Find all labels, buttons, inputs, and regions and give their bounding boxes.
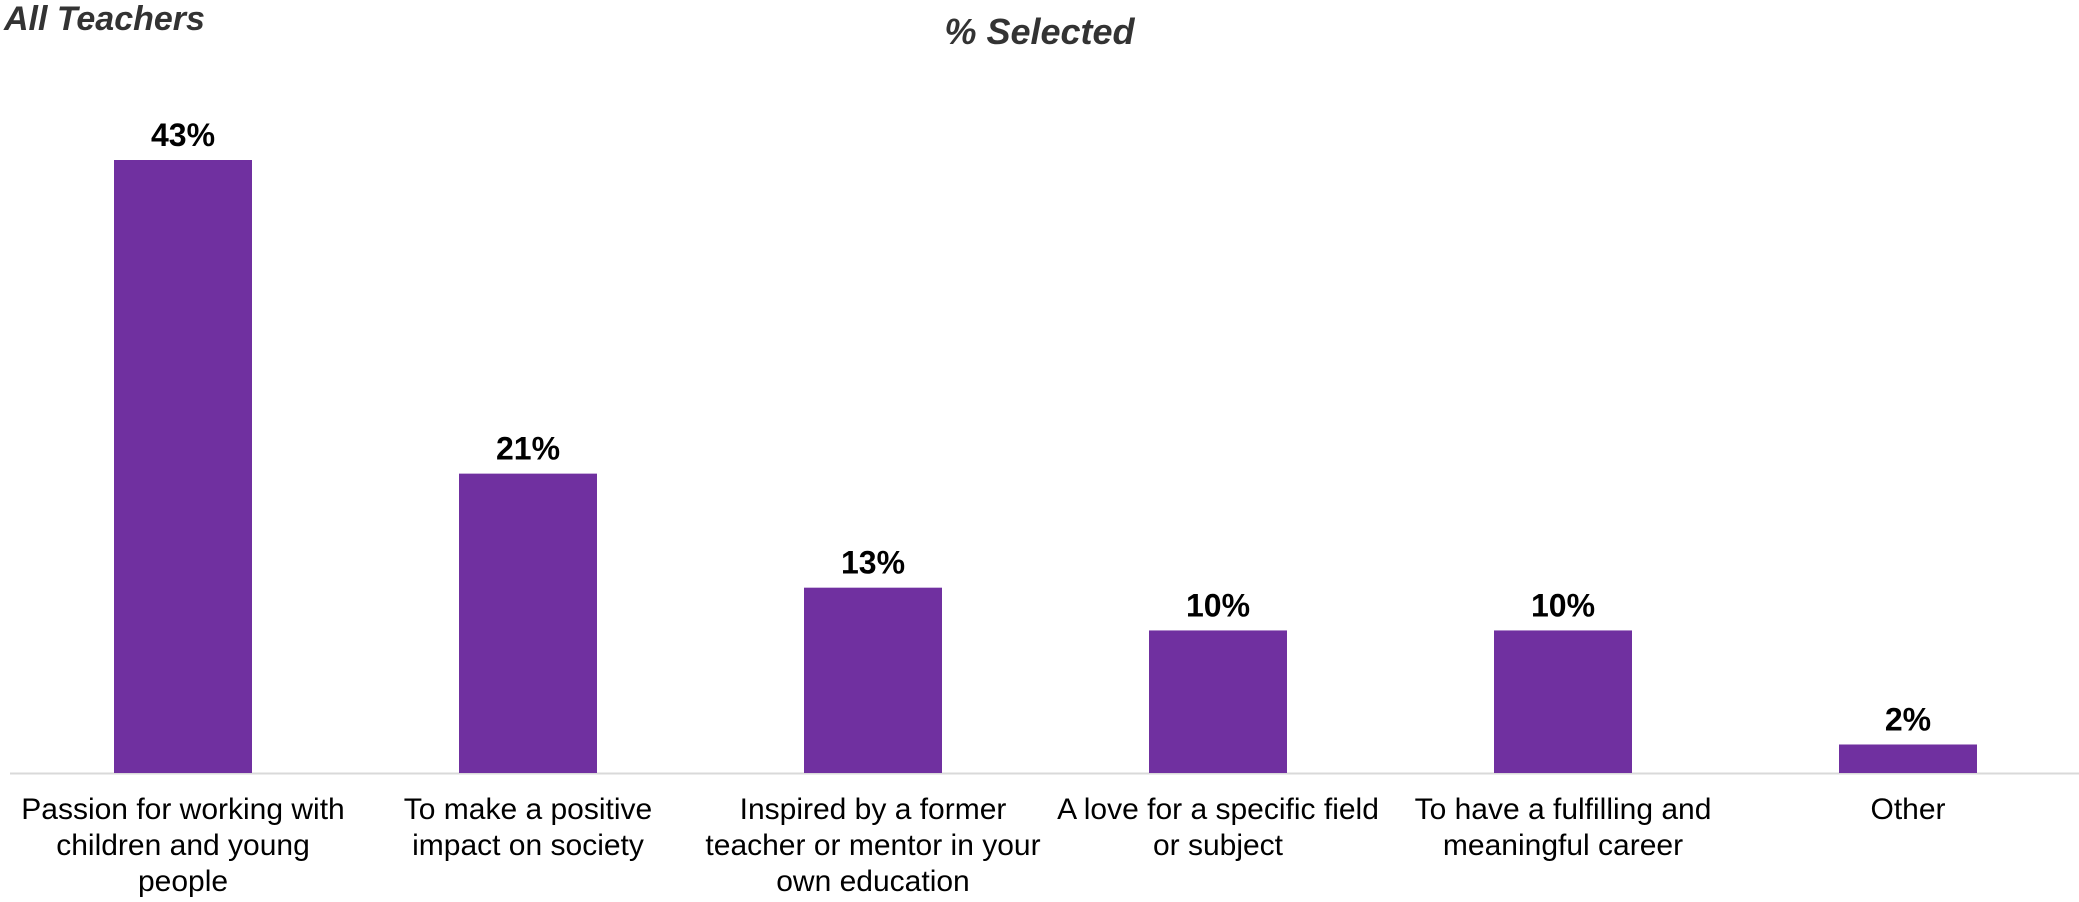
- category-label: To make a positive impact on society: [403, 793, 653, 862]
- category-label: Inspired by a former teacher or mentor i…: [705, 793, 1041, 898]
- bar: [1494, 630, 1632, 773]
- bar-value-label: 21%: [496, 431, 560, 467]
- category-label: Other: [1870, 793, 1946, 826]
- chart-title: % Selected: [944, 11, 1135, 52]
- bar-value-label: 2%: [1885, 701, 1931, 737]
- chart-subtitle: All Teachers: [4, 0, 205, 38]
- category-label: A love for a specific field or subject: [1057, 793, 1379, 862]
- bar-value-label: 13%: [841, 545, 905, 581]
- bar-value-label: 10%: [1186, 587, 1250, 623]
- bar-value-label: 10%: [1531, 587, 1595, 623]
- bar-value-label: 43%: [151, 117, 215, 153]
- bar: [804, 587, 942, 773]
- bar: [459, 473, 597, 773]
- bar: [1839, 744, 1977, 773]
- category-label: To have a fulfilling and meaningful care…: [1414, 793, 1712, 862]
- bar: [114, 160, 252, 773]
- bar: [1149, 630, 1287, 773]
- category-label: Passion for working with children and yo…: [21, 793, 345, 898]
